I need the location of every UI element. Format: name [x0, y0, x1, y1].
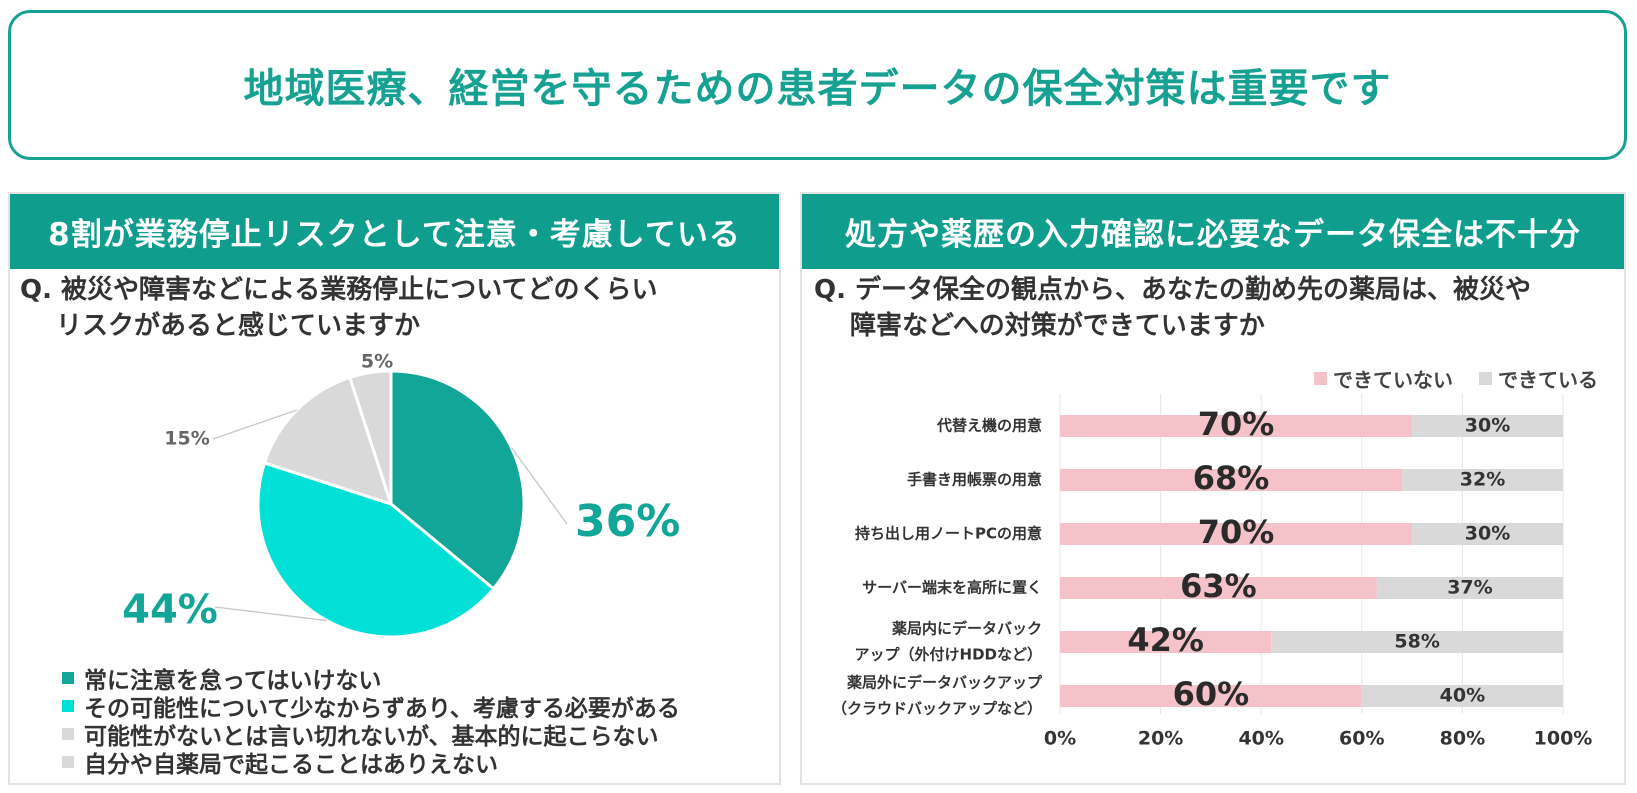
page-title: 地域医療、経営を守るための患者データの保全対策は重要です	[243, 66, 1392, 112]
category-label: （クラウドバックアップなど）	[832, 700, 1042, 718]
bar-value-label: 30%	[1465, 415, 1510, 437]
pie-legend-item: その可能性について少なからずあり、考慮する必要がある	[62, 692, 680, 722]
bar-segment	[1060, 523, 1413, 545]
pie-slice	[348, 369, 393, 505]
bar-value-label: 30%	[1465, 523, 1510, 545]
pie-value-label: 44%	[122, 587, 218, 633]
left-panel: 8割が業務停止リスクとして注意・考慮している Q. 被災や障害などによる業務停止…	[8, 192, 781, 785]
bar-chart: 0% 20% 40% 60% 80% 100% 代替え機の用意 70% 30% 手書き用帳票の用意…	[832, 394, 1593, 750]
x-tick-label: 60%	[1339, 728, 1384, 750]
bar-value-label: 40%	[1440, 685, 1485, 707]
bar-segment	[1412, 523, 1563, 545]
bar-value-label: 68%	[1193, 459, 1270, 497]
pie-chart: 36% 44% 15% 5%	[122, 351, 680, 639]
x-tick-label: 20%	[1138, 728, 1183, 750]
title-box: 地域医療、経営を守るための患者データの保全対策は重要です	[8, 10, 1627, 160]
pie-legend-item: 可能性がないとは言い切れないが、基本的に起こらない	[62, 720, 680, 750]
left-question: Q. 被災や障害などによる業務停止についてどのくらい リスクがあると感じています…	[20, 272, 657, 344]
bar-value-label: 70%	[1198, 513, 1275, 551]
left-panel-header: 8割が業務停止リスクとして注意・考慮している	[10, 194, 779, 269]
pie-legend-item: 常に注意を怠ってはいけない	[62, 664, 680, 694]
legend-swatch	[62, 728, 74, 740]
bar-segment	[1060, 577, 1377, 599]
pie-leader-line	[212, 409, 298, 440]
category-label: 手書き用帳票の用意	[907, 471, 1042, 489]
right-question: Q. データ保全の観点から、あなたの勤め先の薬局は、被災や 障害などへの対策がで…	[814, 272, 1531, 344]
pie-leader-line	[510, 446, 568, 525]
x-tick-label: 80%	[1440, 728, 1485, 750]
right-panel-header: 処方や薬歴の入力確認に必要なデータ保全は不十分	[802, 194, 1624, 269]
legend-swatch	[62, 672, 74, 684]
bar-value-label: 42%	[1127, 621, 1204, 659]
bar-segment	[1271, 631, 1563, 653]
x-tick-label: 0%	[1044, 728, 1076, 750]
bar-segment	[1060, 685, 1362, 707]
legend-swatch	[62, 756, 74, 768]
pie-slice	[389, 369, 526, 591]
legend-label: 自分や自薬局で起こることはありえない	[84, 752, 498, 778]
pie-value-label: 36%	[575, 496, 680, 547]
bar-legend-label: できている	[1498, 368, 1598, 392]
x-tick-label: 100%	[1534, 728, 1593, 750]
bar-segment	[1060, 631, 1272, 653]
left-question-line2: リスクがあると感じていますか	[56, 311, 421, 341]
legend-label: 常に注意を怠ってはいけない	[84, 668, 382, 694]
bar-value-label: 63%	[1180, 567, 1257, 605]
bar-value-label: 70%	[1198, 405, 1275, 443]
bar-legend-swatch	[1314, 372, 1327, 385]
bar-segment	[1060, 469, 1403, 491]
legend-label: その可能性について少なからずあり、考慮する必要がある	[84, 696, 680, 722]
right-question-line1: Q. データ保全の観点から、あなたの勤め先の薬局は、被災や	[814, 275, 1532, 305]
left-question-line1: Q. 被災や障害などによる業務停止についてどのくらい	[20, 275, 658, 305]
bar-value-label: 58%	[1394, 631, 1439, 653]
right-question-line2: 障害などへの対策ができていますか	[850, 311, 1265, 341]
legend-label: 可能性がないとは言い切れないが、基本的に起こらない	[84, 724, 659, 750]
category-label: アップ（外付けHDDなど）	[855, 646, 1042, 664]
pie-leader-line	[214, 606, 328, 622]
bar-legend-swatch	[1479, 372, 1492, 385]
bar-value-label: 37%	[1447, 577, 1492, 599]
category-label: 代替え機の用意	[936, 417, 1042, 435]
bar-segment	[1361, 685, 1563, 707]
right-panel: 処方や薬歴の入力確認に必要なデータ保全は不十分 Q. データ保全の観点から、あな…	[800, 192, 1626, 785]
category-label: 持ち出し用ノートPCの用意	[855, 525, 1042, 543]
category-label: 薬局内にデータバック	[891, 620, 1042, 638]
bar-legend: できていない できている	[1314, 364, 1598, 393]
bar-legend-label: できていない	[1333, 368, 1453, 392]
legend-swatch	[62, 700, 74, 712]
bar-segment	[1060, 415, 1413, 437]
bar-value-label: 60%	[1173, 675, 1250, 713]
category-label: 薬局外にデータバックアップ	[846, 674, 1043, 692]
bar-segment	[1402, 469, 1563, 491]
pie-value-label: 5%	[361, 351, 393, 373]
pie-value-label: 15%	[164, 428, 209, 450]
x-tick-label: 40%	[1238, 728, 1283, 750]
category-label: サーバー端末を高所に置く	[862, 579, 1042, 597]
bar-segment	[1376, 577, 1563, 599]
pie-legend-item: 自分や自薬局で起こることはありえない	[62, 748, 680, 778]
pie-slice	[256, 461, 496, 639]
bar-segment	[1412, 415, 1563, 437]
pie-legend: 常に注意を怠ってはいけない その可能性について少なからずあり、考慮する必要がある可…	[62, 664, 680, 778]
bar-value-label: 32%	[1460, 469, 1505, 491]
